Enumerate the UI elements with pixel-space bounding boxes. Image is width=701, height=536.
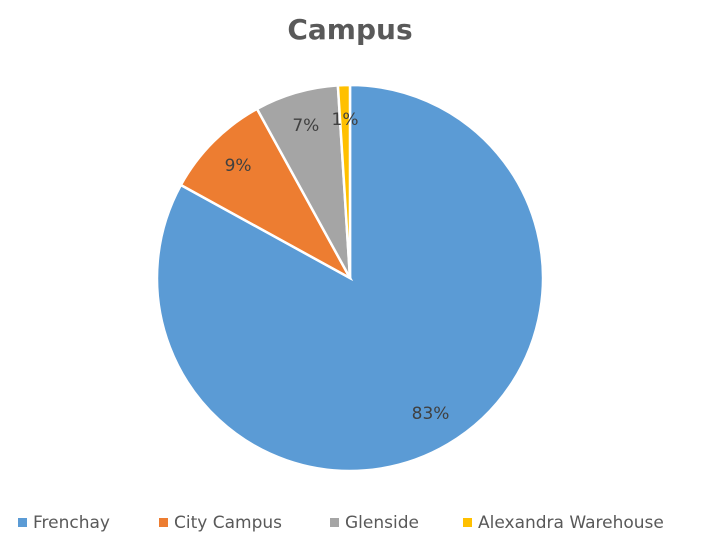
pie-slice	[179, 107, 354, 282]
legend-label: Glenside	[345, 513, 419, 533]
legend-label: City Campus	[174, 513, 282, 533]
data-label: 9%	[225, 156, 252, 176]
legend-swatch	[159, 518, 168, 527]
legend-label: Frenchay	[33, 513, 110, 533]
legend-swatch	[18, 518, 27, 527]
data-label: 7%	[292, 116, 319, 136]
legend-label: Alexandra Warehouse	[478, 513, 664, 533]
legend-swatch	[463, 518, 472, 527]
data-label: 83%	[412, 404, 450, 424]
chart-title: Campus	[287, 13, 412, 46]
data-label: 1%	[332, 110, 359, 130]
legend-swatch	[330, 518, 339, 527]
pie-slice	[336, 83, 352, 279]
